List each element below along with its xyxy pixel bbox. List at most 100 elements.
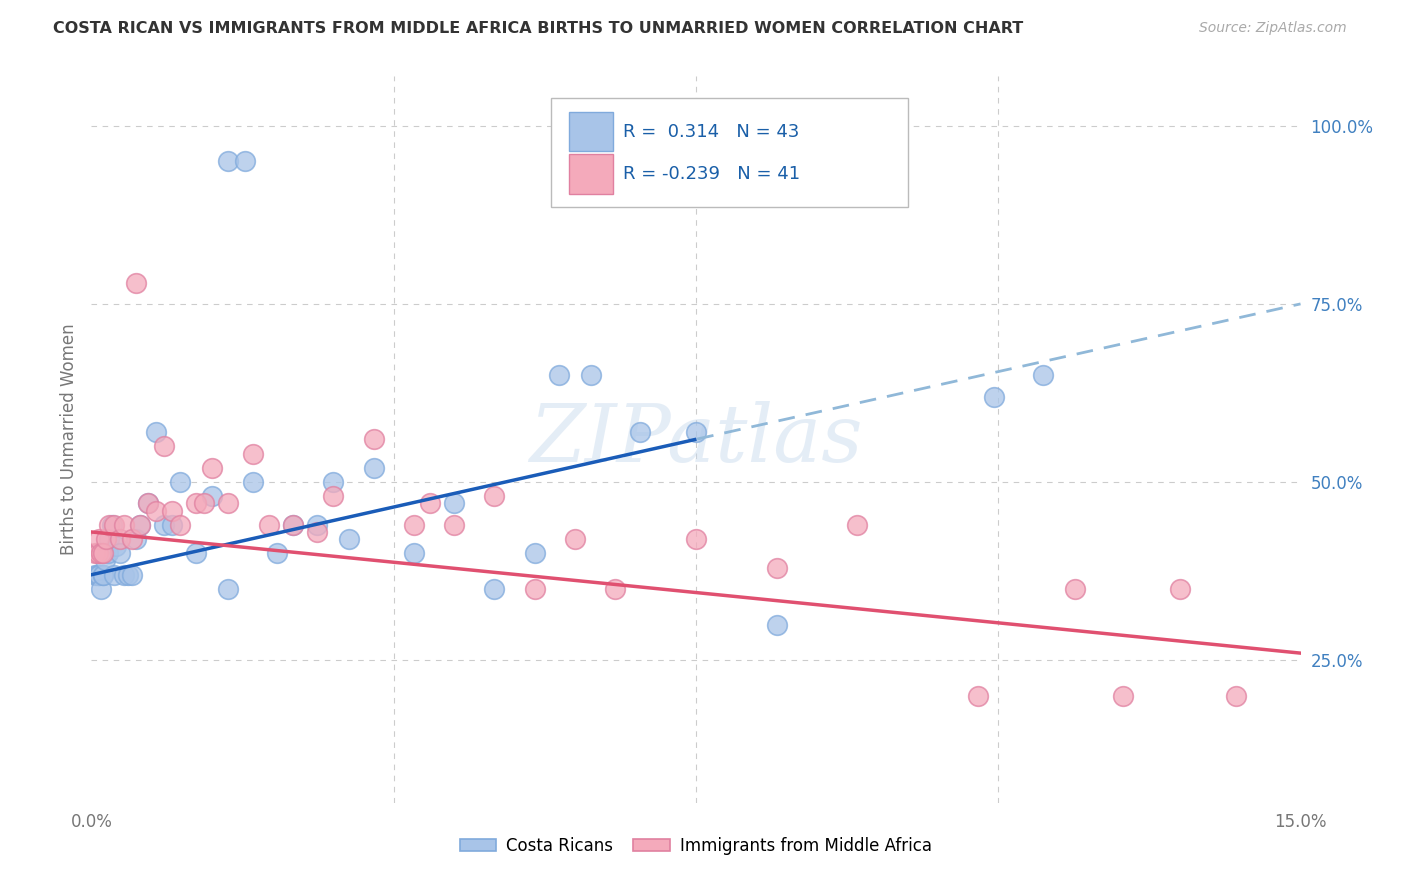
Point [322, 475, 344, 489]
Point [153, 517, 176, 532]
Point [685, 532, 707, 546]
Point [1225, 689, 1247, 703]
Point [419, 496, 441, 510]
Point [765, 617, 787, 632]
Point [125, 276, 148, 290]
Point [307, 524, 329, 539]
Point [846, 517, 869, 532]
Point [160, 517, 183, 532]
Point [136, 496, 159, 510]
Point [128, 517, 150, 532]
Point [579, 368, 602, 383]
Point [98, 517, 121, 532]
Point [201, 460, 224, 475]
Point [94, 532, 117, 546]
Point [217, 496, 239, 510]
Point [484, 582, 506, 596]
Text: COSTA RICAN VS IMMIGRANTS FROM MIDDLE AFRICA BIRTHS TO UNMARRIED WOMEN CORRELATI: COSTA RICAN VS IMMIGRANTS FROM MIDDLE AF… [53, 21, 1024, 37]
Point [443, 517, 465, 532]
FancyBboxPatch shape [569, 112, 613, 152]
Point [108, 546, 131, 560]
Point [548, 368, 571, 383]
Point [193, 496, 215, 510]
Point [160, 503, 183, 517]
Point [201, 489, 224, 503]
Point [605, 582, 627, 596]
Point [121, 567, 143, 582]
Text: Source: ZipAtlas.com: Source: ZipAtlas.com [1199, 21, 1347, 36]
Point [257, 517, 280, 532]
Legend: Costa Ricans, Immigrants from Middle Africa: Costa Ricans, Immigrants from Middle Afr… [453, 830, 939, 862]
Point [322, 489, 344, 503]
Point [112, 517, 135, 532]
Point [1032, 368, 1054, 383]
Point [217, 582, 239, 596]
Text: R = -0.239   N = 41: R = -0.239 N = 41 [623, 165, 800, 183]
Point [233, 154, 256, 169]
Point [281, 517, 304, 532]
Point [103, 567, 125, 582]
Point [91, 567, 114, 582]
Point [125, 532, 148, 546]
Point [242, 475, 264, 489]
Point [967, 689, 990, 703]
Point [363, 432, 385, 446]
Point [685, 425, 707, 440]
Point [1168, 582, 1191, 596]
Point [242, 446, 264, 460]
Point [108, 532, 131, 546]
Point [169, 517, 191, 532]
Point [145, 425, 167, 440]
Point [1112, 689, 1135, 703]
Point [402, 517, 425, 532]
Point [128, 517, 150, 532]
Point [93, 567, 115, 582]
Text: ZIPatlas: ZIPatlas [529, 401, 863, 478]
Point [117, 567, 139, 582]
Point [281, 517, 304, 532]
Point [104, 539, 127, 553]
Point [84, 546, 107, 560]
Point [89, 567, 111, 582]
Point [145, 503, 167, 517]
Text: R =  0.314   N = 43: R = 0.314 N = 43 [623, 123, 800, 141]
Point [87, 567, 110, 582]
Point [84, 567, 107, 582]
Point [523, 546, 546, 560]
Point [484, 489, 506, 503]
Point [523, 582, 546, 596]
Point [90, 582, 112, 596]
Point [363, 460, 385, 475]
Point [90, 546, 112, 560]
Point [337, 532, 360, 546]
Point [136, 496, 159, 510]
Point [96, 546, 118, 560]
Point [186, 496, 208, 510]
Point [153, 439, 176, 453]
Point [217, 154, 239, 169]
Point [94, 553, 117, 567]
Point [443, 496, 465, 510]
Point [983, 390, 1005, 404]
Point [86, 567, 108, 582]
Point [169, 475, 191, 489]
Point [112, 567, 135, 582]
Point [98, 532, 121, 546]
FancyBboxPatch shape [569, 154, 613, 194]
Point [100, 517, 122, 532]
Point [564, 532, 586, 546]
Point [89, 532, 111, 546]
Point [628, 425, 651, 440]
Point [1063, 582, 1085, 596]
Point [266, 546, 288, 560]
Y-axis label: Births to Unmarried Women: Births to Unmarried Women [59, 324, 77, 555]
Point [307, 517, 329, 532]
FancyBboxPatch shape [551, 97, 908, 207]
Point [103, 517, 125, 532]
Point [186, 546, 208, 560]
Point [121, 532, 143, 546]
Point [765, 560, 787, 574]
Point [87, 546, 110, 560]
Point [93, 546, 115, 560]
Point [402, 546, 425, 560]
